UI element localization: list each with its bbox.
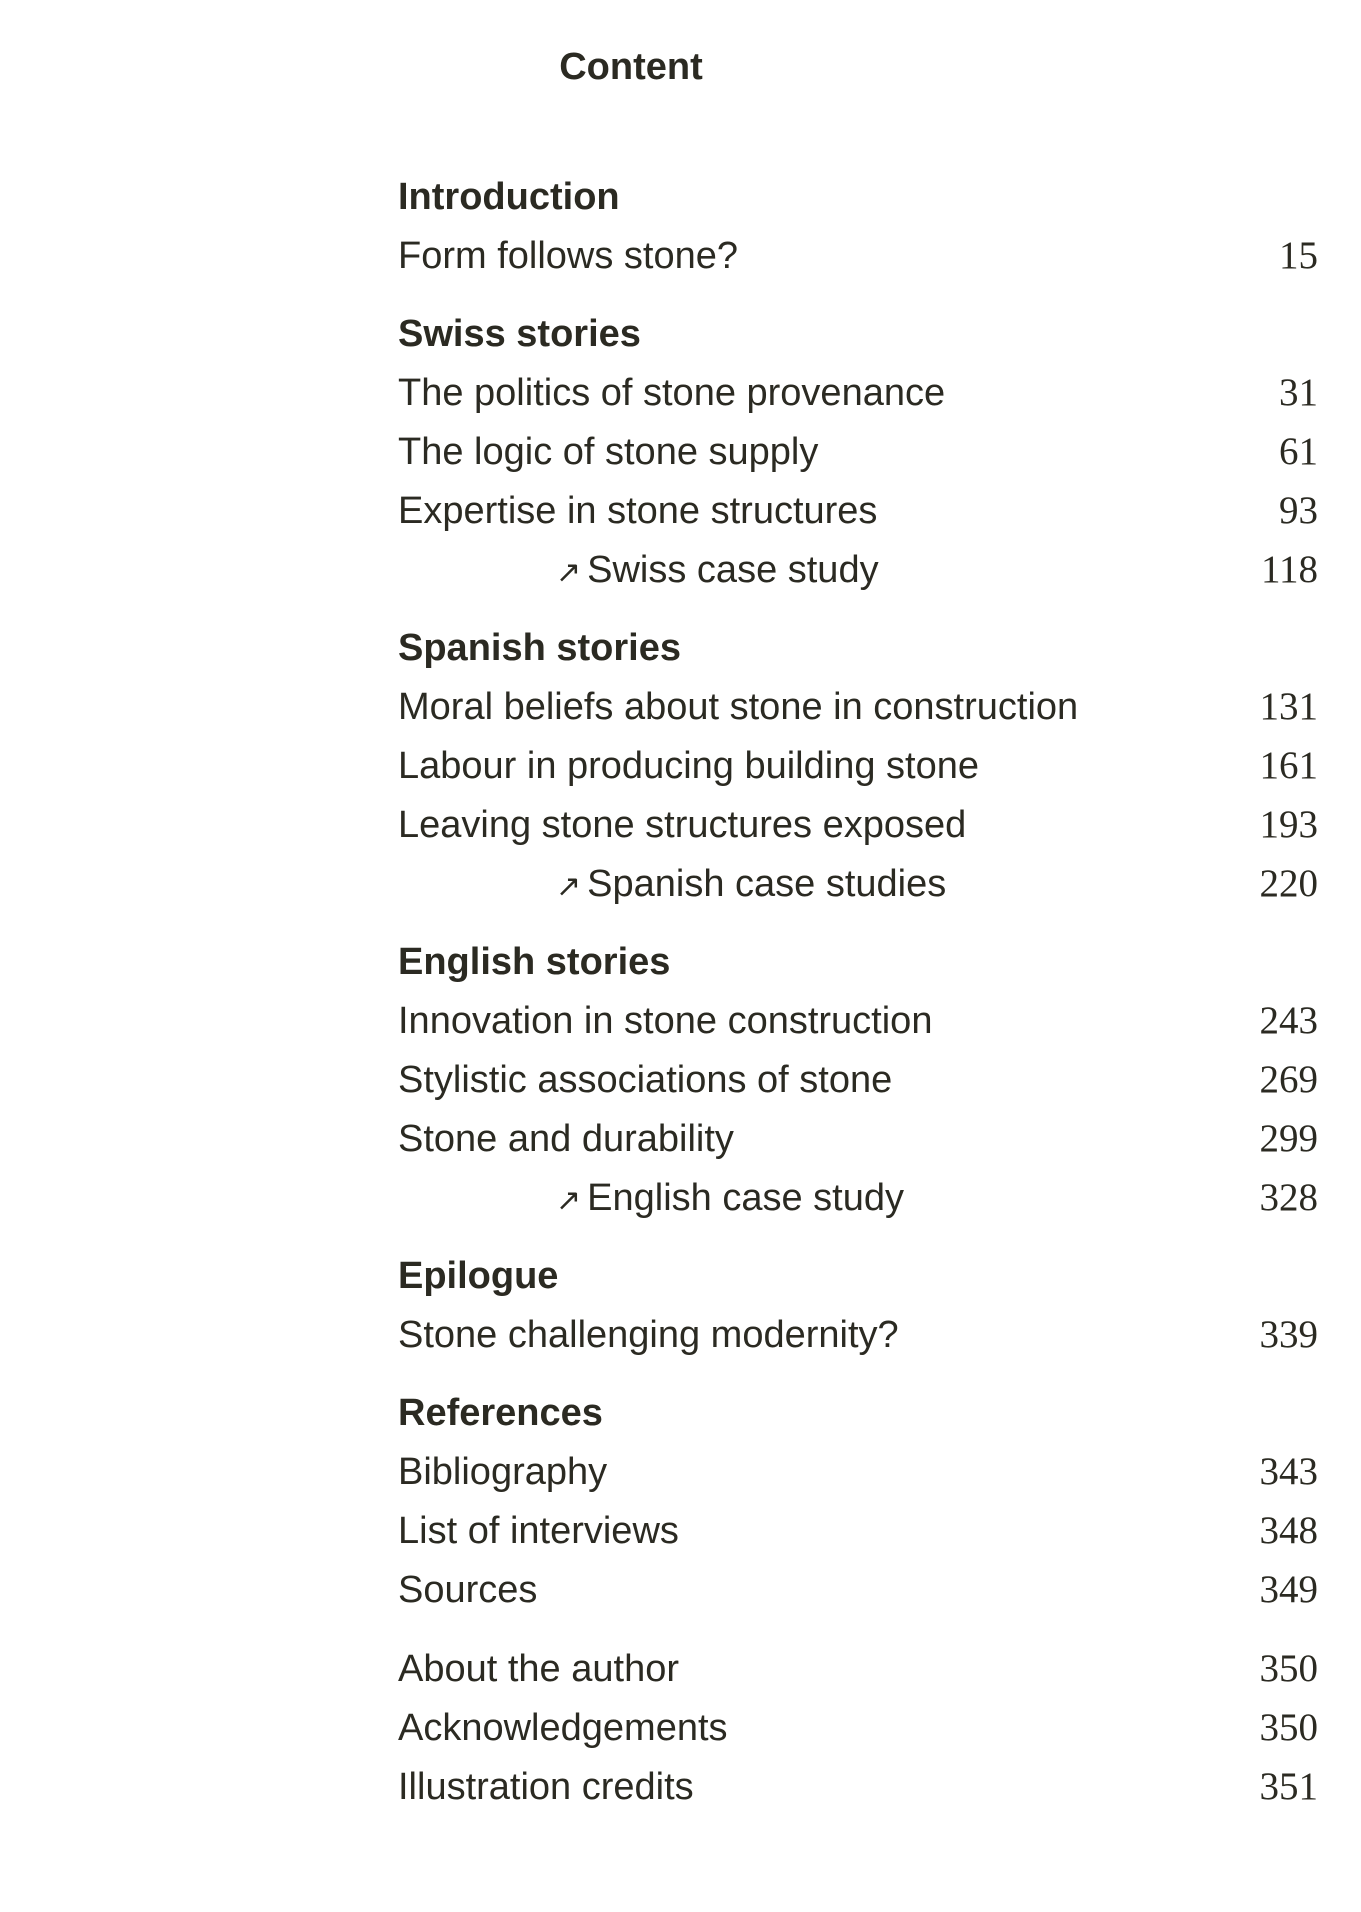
toc-entry[interactable]: Labour in producing building stone 161 xyxy=(398,736,1318,795)
toc-entry[interactable]: Sources 349 xyxy=(398,1560,1318,1619)
entry-label: The logic of stone supply xyxy=(398,423,818,482)
entry-text: Stylistic associations of stone xyxy=(398,1059,893,1101)
page-number: 350 xyxy=(1259,1706,1319,1749)
entry-label: Sources xyxy=(398,1561,537,1620)
entry-label: The politics of stone provenance xyxy=(398,364,945,423)
entry-text: English case study xyxy=(587,1177,904,1219)
page-title: Content xyxy=(559,46,703,88)
page-number: 328 xyxy=(1259,1176,1319,1219)
toc-entry[interactable]: Stylistic associations of stone 269 xyxy=(398,1050,1318,1109)
page-number: 161 xyxy=(1259,744,1319,787)
entry-text: Labour in producing building stone xyxy=(398,745,979,787)
toc-section: Spanish stories Moral beliefs about stone… xyxy=(398,619,1318,913)
toc-subentry[interactable]: ↗ English case study 328 xyxy=(398,1168,1318,1227)
toc-entry[interactable]: Stone challenging modernity? 339 xyxy=(398,1305,1318,1364)
entry-text: Sources xyxy=(398,1569,538,1611)
page-number: 61 xyxy=(1279,430,1318,473)
toc-entry[interactable]: Bibliography 343 xyxy=(398,1442,1318,1501)
entry-label: Innovation in stone construction xyxy=(398,992,932,1051)
page-number: 220 xyxy=(1259,862,1319,905)
entry-label: ↗ English case study xyxy=(398,1169,904,1230)
entry-text: Innovation in stone construction xyxy=(398,1000,933,1042)
toc-entry[interactable]: Form follows stone? 15 xyxy=(398,226,1318,285)
entry-text: Stone and durability xyxy=(398,1118,734,1160)
page-number: 93 xyxy=(1279,489,1318,532)
entry-label: About the author xyxy=(398,1640,679,1699)
entry-text: Acknowledgements xyxy=(398,1707,728,1749)
page-number: 343 xyxy=(1259,1450,1319,1493)
toc-section: Swiss stories The politics of stone prove… xyxy=(398,305,1318,599)
entry-text: List of interviews xyxy=(398,1510,679,1552)
entry-label: Labour in producing building stone xyxy=(398,737,979,796)
north-east-arrow-icon: ↗ xyxy=(556,869,582,904)
page-number: 299 xyxy=(1259,1117,1319,1160)
toc-entry[interactable]: Illustration credits 351 xyxy=(398,1757,1318,1816)
toc-section: English stories Innovation in stone const… xyxy=(398,933,1318,1227)
entry-text: Stone challenging modernity? xyxy=(398,1314,899,1356)
entry-text: About the author xyxy=(398,1648,679,1690)
entry-label: List of interviews xyxy=(398,1502,679,1561)
entry-label: Expertise in stone structures xyxy=(398,482,877,541)
section-heading: References xyxy=(398,1392,603,1434)
toc-subentry[interactable]: ↗ Swiss case study 118 xyxy=(398,540,1318,599)
toc-entry[interactable]: Expertise in stone structures 93 xyxy=(398,481,1318,540)
toc-entry[interactable]: Leaving stone structures exposed 193 xyxy=(398,795,1318,854)
page-number: 339 xyxy=(1259,1313,1319,1356)
toc-entry[interactable]: Acknowledgements 350 xyxy=(398,1698,1318,1757)
table-of-contents: Introduction Form follows stone? 15 Swiss s… xyxy=(398,168,1318,1836)
north-east-arrow-icon: ↗ xyxy=(556,1183,582,1218)
page-number: 193 xyxy=(1259,803,1319,846)
page-number: 118 xyxy=(1260,548,1318,591)
entry-label: Stone and durability xyxy=(398,1110,734,1169)
entry-text: The politics of stone provenance xyxy=(398,372,946,414)
entry-text: Moral beliefs about stone in constructio… xyxy=(398,686,1079,728)
toc-entry[interactable]: List of interviews 348 xyxy=(398,1501,1318,1560)
page-number: 31 xyxy=(1279,371,1318,414)
toc-section: References Bibliography 343 List of intervi… xyxy=(398,1384,1318,1619)
entry-label: Moral beliefs about stone in constructio… xyxy=(398,678,1078,737)
page-number: 350 xyxy=(1259,1647,1319,1690)
toc-section: About the author 350 Acknowledgements 350 Il… xyxy=(398,1639,1318,1816)
toc-entry[interactable]: About the author 350 xyxy=(398,1639,1318,1698)
toc-section: Epilogue Stone challenging modernity? 339 xyxy=(398,1247,1318,1364)
entry-label: Form follows stone? xyxy=(398,227,738,286)
entry-text: Spanish case studies xyxy=(587,863,947,905)
toc-entry[interactable]: The politics of stone provenance 31 xyxy=(398,363,1318,422)
page-number: 348 xyxy=(1259,1509,1319,1552)
north-east-arrow-icon: ↗ xyxy=(556,555,582,590)
toc-entry[interactable]: Stone and durability 299 xyxy=(398,1109,1318,1168)
page-number: 131 xyxy=(1259,685,1319,728)
section-heading: English stories xyxy=(398,941,671,983)
page-number: 243 xyxy=(1259,999,1319,1042)
section-heading: Swiss stories xyxy=(398,313,641,355)
page-number: 15 xyxy=(1279,234,1318,277)
section-heading: Spanish stories xyxy=(398,627,681,669)
entry-label: Stone challenging modernity? xyxy=(398,1306,899,1365)
toc-entry[interactable]: Innovation in stone construction 243 xyxy=(398,991,1318,1050)
entry-text: The logic of stone supply xyxy=(398,431,819,473)
entry-label: ↗ Spanish case studies xyxy=(398,855,946,916)
page-number: 269 xyxy=(1259,1058,1319,1101)
entry-label: Acknowledgements xyxy=(398,1699,728,1758)
section-heading: Introduction xyxy=(398,176,620,218)
entry-label: Leaving stone structures exposed xyxy=(398,796,966,855)
entry-label: Illustration credits xyxy=(398,1758,694,1817)
entry-text: Swiss case study xyxy=(587,549,879,591)
page-number: 349 xyxy=(1259,1568,1319,1611)
toc-section: Introduction Form follows stone? 15 xyxy=(398,168,1318,285)
toc-entry[interactable]: The logic of stone supply 61 xyxy=(398,422,1318,481)
page-number: 351 xyxy=(1259,1765,1319,1808)
entry-label: Stylistic associations of stone xyxy=(398,1051,892,1110)
toc-entry[interactable]: Moral beliefs about stone in constructio… xyxy=(398,677,1318,736)
section-heading: Epilogue xyxy=(398,1255,559,1297)
entry-text: Bibliography xyxy=(398,1451,608,1493)
toc-subentry[interactable]: ↗ Spanish case studies 220 xyxy=(398,854,1318,913)
entry-text: Expertise in stone structures xyxy=(398,490,878,532)
entry-label: Bibliography xyxy=(398,1443,607,1502)
entry-text: Leaving stone structures exposed xyxy=(398,804,967,846)
entry-text: Illustration credits xyxy=(398,1766,694,1808)
entry-text: Form follows stone? xyxy=(398,235,739,277)
entry-label: ↗ Swiss case study xyxy=(398,541,879,602)
